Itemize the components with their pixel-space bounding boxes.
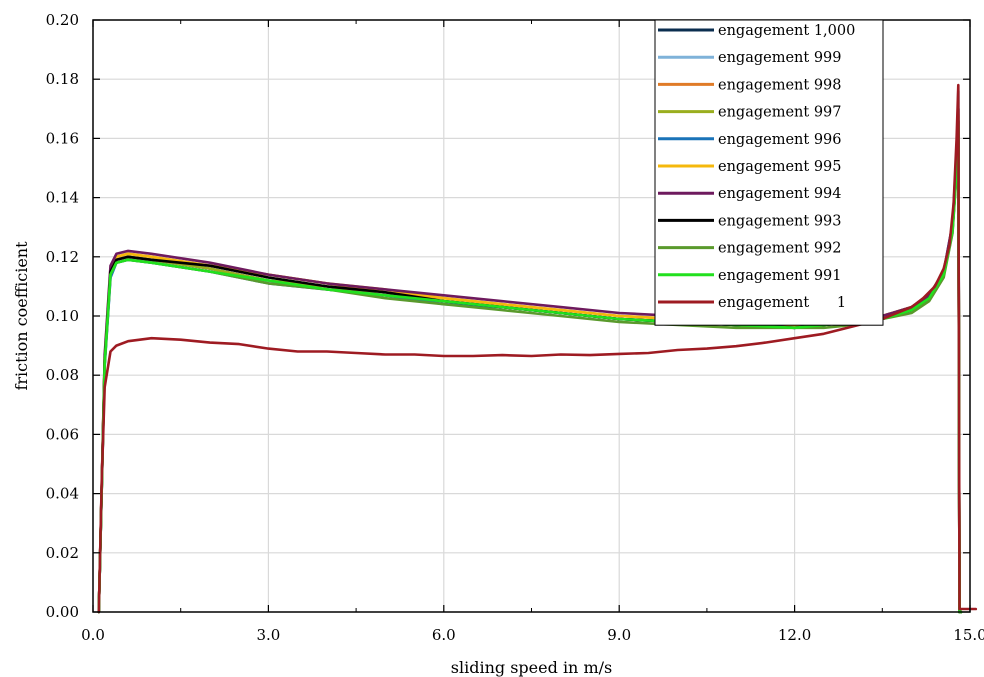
x-tick-label: 9.0 xyxy=(607,626,631,644)
x-axis-label: sliding speed in m/s xyxy=(451,658,612,677)
y-tick-label: 0.16 xyxy=(46,129,79,147)
y-axis-ticks: 0.00 0.02 0.04 0.06 0.08 0.10 0.12 0.14 0.16 0.18… xyxy=(46,11,970,621)
y-tick-label: 0.20 xyxy=(46,11,79,29)
y-tick-label: 0.00 xyxy=(46,603,79,621)
legend-label: engagement 995 xyxy=(718,159,842,175)
legend-label: engagement 994 xyxy=(718,186,842,202)
x-tick-label: 0.0 xyxy=(81,626,105,644)
y-tick-label: 0.06 xyxy=(46,425,79,443)
legend: engagement 1,000 engagement 999 engagement… xyxy=(654,19,884,326)
legend-label: engagement 997 xyxy=(718,105,842,121)
x-tick-label: 3.0 xyxy=(256,626,280,644)
y-tick-label: 0.10 xyxy=(46,307,79,325)
y-tick-label: 0.08 xyxy=(46,366,79,384)
legend-label: engagement 999 xyxy=(718,50,842,66)
legend-label: engagement 1,000 xyxy=(718,23,855,39)
x-tick-label: 6.0 xyxy=(432,626,456,644)
x-axis-ticks: 0.0 3.0 6.0 9.0 12.0 15.0 xyxy=(81,20,984,644)
y-tick-label: 0.02 xyxy=(46,544,79,562)
x-tick-label: 12.0 xyxy=(778,626,811,644)
y-tick-label: 0.18 xyxy=(46,70,79,88)
series-line xyxy=(97,83,978,614)
series-lines xyxy=(97,83,978,614)
x-tick-label: 15.0 xyxy=(953,626,984,644)
y-axis-label: friction coefficient xyxy=(12,241,31,391)
legend-label: engagement 992 xyxy=(718,241,842,257)
legend-label: engagement 1 xyxy=(718,295,846,311)
legend-label: engagement 998 xyxy=(718,77,842,93)
legend-label: engagement 996 xyxy=(718,132,842,148)
y-tick-label: 0.14 xyxy=(46,189,79,207)
legend-label: engagement 991 xyxy=(718,268,842,284)
legend-label: engagement 993 xyxy=(718,213,842,229)
y-tick-label: 0.04 xyxy=(46,485,79,503)
y-tick-label: 0.12 xyxy=(46,248,79,266)
